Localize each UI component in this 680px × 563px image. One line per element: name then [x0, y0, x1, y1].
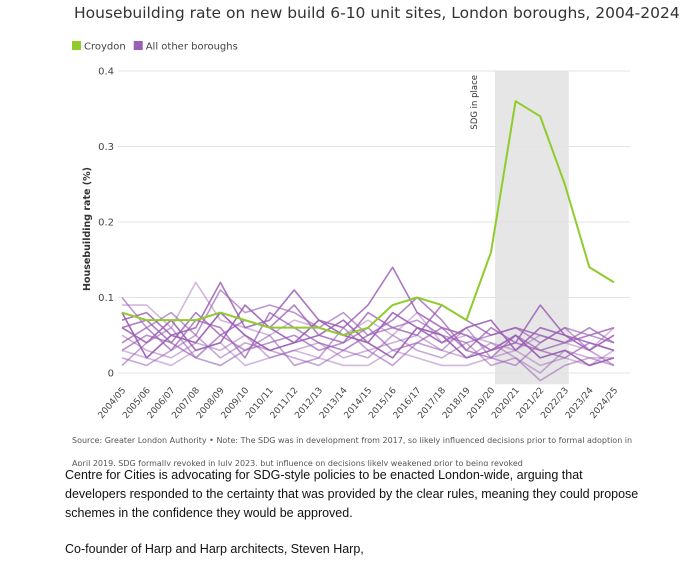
- borough-line: [121, 296, 615, 359]
- borough-line: [121, 334, 615, 382]
- annotation: SDG in place: [470, 75, 480, 130]
- legend-label: Croydon: [84, 42, 126, 53]
- borough-line: [121, 266, 615, 352]
- source-note: April 2019. SDG formally revoked in July…: [72, 459, 523, 468]
- borough-line: [121, 304, 615, 344]
- chart-title: Housebuilding rate on new build 6-10 uni…: [74, 4, 680, 22]
- y-tick-label: 0.3: [98, 142, 114, 153]
- paragraph: Centre for Cities is advocating for SDG-…: [65, 466, 645, 523]
- croydon-line: [121, 100, 615, 337]
- borough-line: [122, 281, 615, 352]
- y-axis-label: Housebuilding rate (%): [82, 167, 93, 291]
- borough-line: [121, 341, 615, 367]
- y-tick-label: 0: [108, 368, 114, 379]
- legend-swatch: [72, 41, 81, 50]
- chart: Housebuilding rate on new build 6-10 uni…: [72, 4, 680, 468]
- y-tick-label: 0.4: [98, 67, 114, 78]
- paragraph: Co-founder of Harp and Harp architects, …: [65, 540, 645, 559]
- borough-line: [121, 326, 615, 367]
- legend-label: All other boroughs: [146, 42, 238, 53]
- y-tick-label: 0.2: [98, 217, 114, 228]
- legend-swatch: [133, 41, 143, 50]
- source-note: Source: Greater London Authority • Note:…: [72, 436, 632, 445]
- y-tick-label: 0.1: [98, 293, 114, 304]
